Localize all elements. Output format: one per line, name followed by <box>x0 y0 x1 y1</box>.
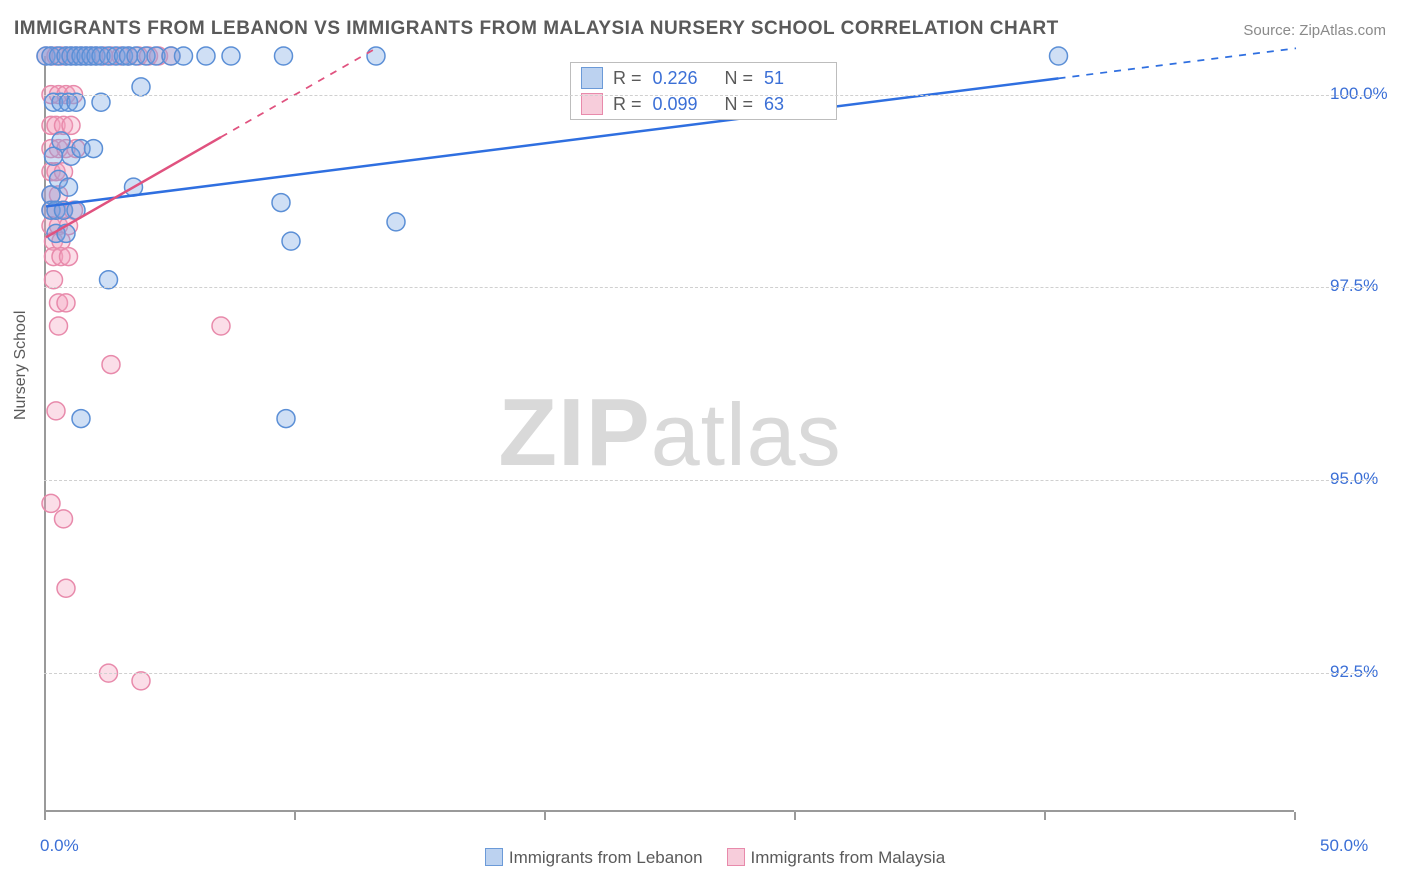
legend-r-value: 0.226 <box>653 68 715 89</box>
x-tick <box>544 812 546 820</box>
data-point <box>272 194 290 212</box>
legend-n-label: N = <box>715 68 759 89</box>
correlation-legend: R = 0.226 N = 51R = 0.099 N = 63 <box>570 62 837 120</box>
trend-line <box>46 78 1059 206</box>
data-point <box>45 271 63 289</box>
data-point <box>102 356 120 374</box>
plot-area: ZIPatlas <box>44 56 1294 812</box>
data-point <box>50 317 68 335</box>
series-legend: Immigrants from Lebanon Immigrants from M… <box>0 848 1406 868</box>
data-point <box>60 178 78 196</box>
grid-line-h <box>44 287 1374 288</box>
grid-line-h <box>44 480 1374 481</box>
data-point <box>387 213 405 231</box>
data-point <box>367 47 385 65</box>
x-tick <box>794 812 796 820</box>
data-point <box>212 317 230 335</box>
data-point <box>197 47 215 65</box>
data-point <box>55 510 73 528</box>
data-point <box>52 132 70 150</box>
legend-series-label: Immigrants from Malaysia <box>751 848 946 867</box>
legend-r-value: 0.099 <box>653 94 715 115</box>
data-point <box>132 78 150 96</box>
data-point <box>175 47 193 65</box>
chart-title: IMMIGRANTS FROM LEBANON VS IMMIGRANTS FR… <box>14 18 1059 40</box>
legend-swatch <box>727 848 745 866</box>
x-tick <box>1294 812 1296 820</box>
grid-line-h <box>44 673 1374 674</box>
legend-r-label: R = <box>613 68 647 89</box>
data-point <box>132 672 150 690</box>
data-point <box>222 47 240 65</box>
trend-line-extrapolated <box>1059 48 1297 78</box>
data-point <box>277 410 295 428</box>
y-tick-label: 97.5% <box>1330 276 1378 296</box>
data-point <box>62 116 80 134</box>
data-point <box>60 248 78 266</box>
data-point <box>282 232 300 250</box>
legend-swatch <box>485 848 503 866</box>
data-point <box>57 294 75 312</box>
data-point <box>42 494 60 512</box>
x-tick-label-min: 0.0% <box>40 836 79 856</box>
x-tick <box>294 812 296 820</box>
data-point <box>72 410 90 428</box>
legend-n-value: 51 <box>764 68 826 89</box>
source-attribution: Source: ZipAtlas.com <box>1243 22 1386 39</box>
data-point <box>100 271 118 289</box>
data-point <box>67 93 85 111</box>
grid-line-h <box>44 95 1374 96</box>
legend-r-label: R = <box>613 94 647 115</box>
x-tick <box>44 812 46 820</box>
data-point <box>47 402 65 420</box>
data-point <box>92 93 110 111</box>
legend-n-label: N = <box>715 94 759 115</box>
y-tick-label: 95.0% <box>1330 469 1378 489</box>
data-point <box>1050 47 1068 65</box>
legend-swatch <box>581 67 603 89</box>
trend-line-extrapolated <box>221 48 376 137</box>
data-point <box>57 579 75 597</box>
legend-n-value: 63 <box>764 94 826 115</box>
x-tick <box>1044 812 1046 820</box>
y-tick-label: 100.0% <box>1330 84 1388 104</box>
y-tick-label: 92.5% <box>1330 662 1378 682</box>
scatter-svg <box>46 56 1294 810</box>
x-tick-label-max: 50.0% <box>1320 836 1368 856</box>
source-label: Source: <box>1243 22 1299 39</box>
source-link[interactable]: ZipAtlas.com <box>1299 22 1386 39</box>
data-point <box>85 140 103 158</box>
y-axis-label: Nursery School <box>12 311 30 420</box>
legend-swatch <box>581 93 603 115</box>
data-point <box>275 47 293 65</box>
legend-series-label: Immigrants from Lebanon <box>509 848 703 867</box>
legend-row: R = 0.226 N = 51 <box>577 65 830 91</box>
